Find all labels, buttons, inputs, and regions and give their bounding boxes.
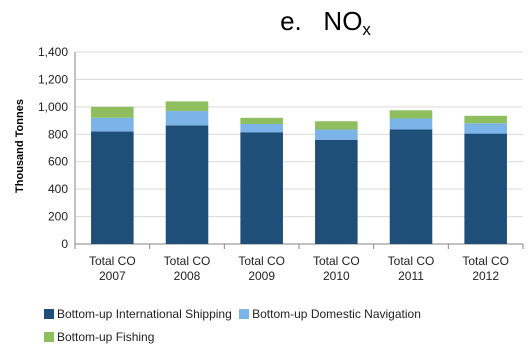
bar-segment [315,121,358,130]
bar-segment [165,101,209,111]
x-tick-label: Total CO [388,254,435,268]
x-tick-label: 2011 [398,269,424,283]
x-tick-label: 2008 [174,269,201,283]
legend-label-international-shipping: Bottom-up International Shipping [57,307,232,321]
bar-segment [240,117,283,124]
y-tick-label: 200 [48,210,68,224]
legend-item-fishing: Bottom-up Fishing [44,330,154,344]
bar-segment [315,129,358,140]
y-tick-label: 1,400 [38,45,68,59]
bar-segment [464,115,507,124]
x-tick-label: 2010 [323,269,350,283]
bar-segment [240,124,283,133]
bar-segment [240,132,283,244]
bar-segment [165,110,209,126]
x-tick-label: Total CO [313,254,360,268]
y-tick-label: 600 [48,155,68,169]
bar-segment [165,125,209,244]
bar-segment [389,129,433,244]
legend-item-domestic-navigation: Bottom-up Domestic Navigation [239,307,421,321]
x-tick-label: Total CO [89,254,136,268]
bar-segment [464,133,507,244]
legend-label-domestic-navigation: Bottom-up Domestic Navigation [252,307,421,321]
x-tick-label: Total CO [164,254,211,268]
y-tick-label: 1,000 [38,100,68,114]
chart-title-subscript: x [362,20,371,39]
bar-segment [389,118,433,130]
bar-segment [389,110,433,119]
bar-segment [91,106,134,118]
x-tick-label: 2009 [248,269,275,283]
chart-title: e. NOx [0,6,531,40]
legend-swatch-domestic-navigation [239,309,250,319]
chart-title-main: NO [323,6,363,36]
x-tick-label: 2007 [99,269,126,283]
bar-segment [464,123,507,134]
bar-segment [91,131,134,244]
x-tick-label: Total CO [462,254,509,268]
y-tick-label: 400 [48,182,68,196]
bar-segment [315,139,358,244]
legend-swatch-fishing [44,332,54,342]
x-tick-label: 2012 [472,269,499,283]
y-tick-label: 800 [48,127,68,141]
y-tick-label: 0 [61,237,68,251]
legend-swatch-international-shipping [44,309,54,319]
x-tick-label: Total CO [238,254,285,268]
legend-label-fishing: Bottom-up Fishing [57,330,155,344]
bar-segment [91,117,134,132]
chart-legend: Bottom-up International Shipping Bottom-… [44,307,514,353]
chart-title-prefix: e. [280,6,302,36]
legend-item-international-shipping: Bottom-up International Shipping [44,307,232,321]
y-tick-label: 1,200 [38,72,68,86]
